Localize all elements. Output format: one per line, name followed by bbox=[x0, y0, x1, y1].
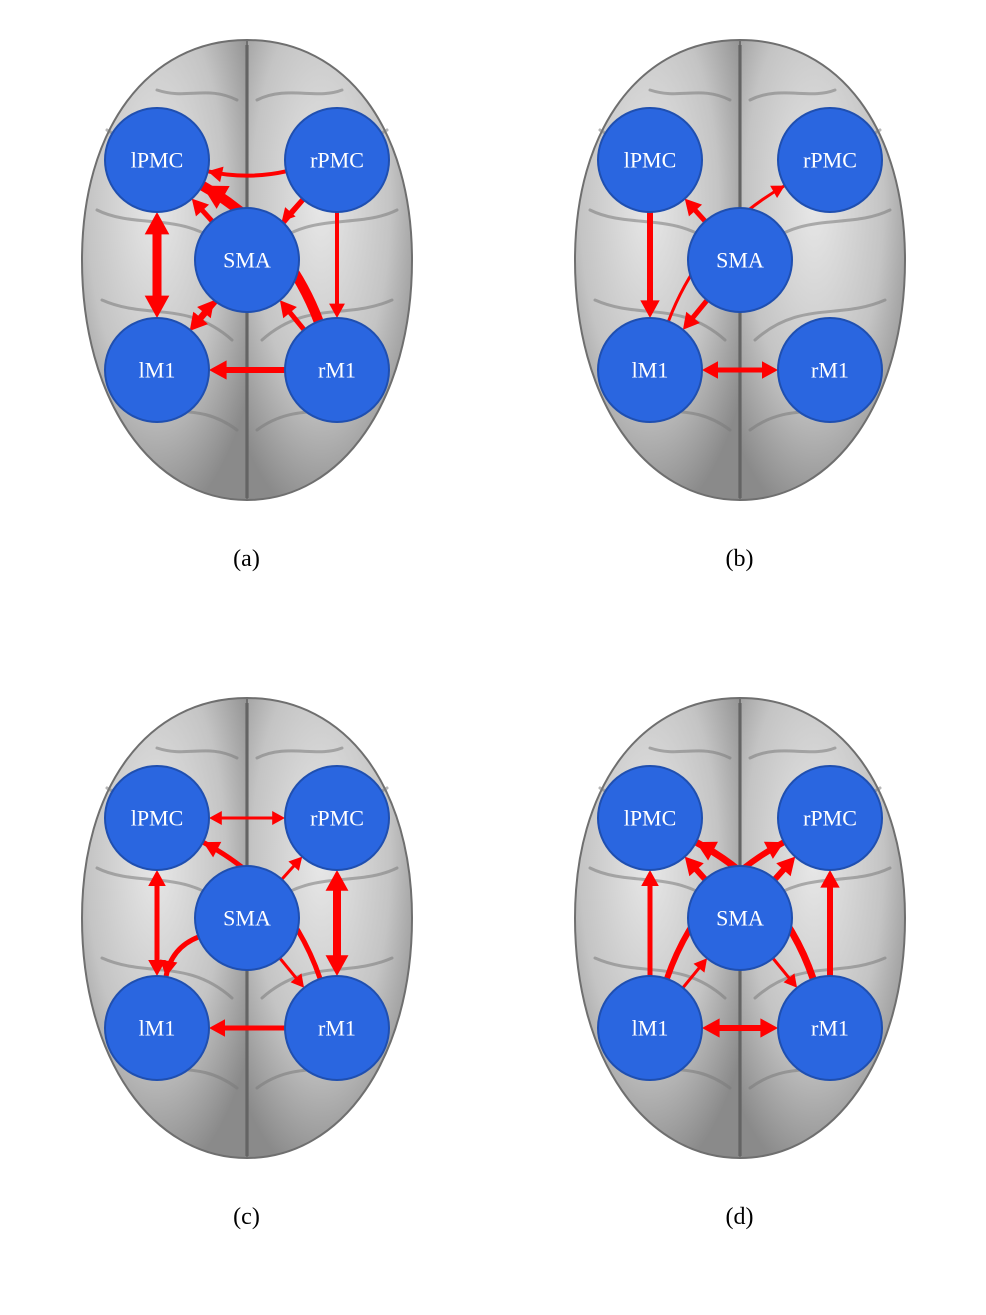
caption-a: (a) bbox=[233, 546, 260, 573]
svg-text:lPMC: lPMC bbox=[130, 805, 183, 830]
svg-text:SMA: SMA bbox=[223, 905, 271, 930]
svg-text:lPMC: lPMC bbox=[130, 148, 183, 173]
svg-text:rM1: rM1 bbox=[318, 358, 356, 383]
caption-d: (d) bbox=[726, 1204, 754, 1231]
panel-a: lPMC rPMC SMA lM1 rM1 (a) bbox=[0, 0, 493, 658]
svg-text:rPMC: rPMC bbox=[310, 805, 364, 830]
svg-text:rPMC: rPMC bbox=[803, 148, 857, 173]
svg-text:rM1: rM1 bbox=[318, 1015, 356, 1040]
svg-text:lM1: lM1 bbox=[138, 1015, 175, 1040]
figure-page: lPMC rPMC SMA lM1 rM1 (a) lPMC rPMC SMA lM1 rM1 … bbox=[0, 0, 986, 1315]
svg-text:rM1: rM1 bbox=[811, 358, 849, 383]
caption-c: (c) bbox=[233, 1204, 260, 1231]
panel-grid: lPMC rPMC SMA lM1 rM1 (a) lPMC rPMC SMA lM1 rM1 … bbox=[0, 0, 986, 1315]
diagram-d: lPMC rPMC SMA lM1 rM1 bbox=[530, 658, 950, 1198]
svg-text:lPMC: lPMC bbox=[623, 805, 676, 830]
svg-text:SMA: SMA bbox=[223, 248, 271, 273]
diagram-c: lPMC rPMC SMA lM1 rM1 bbox=[37, 658, 457, 1198]
svg-text:rPMC: rPMC bbox=[803, 805, 857, 830]
caption-b: (b) bbox=[726, 546, 754, 573]
svg-text:lM1: lM1 bbox=[631, 1015, 668, 1040]
panel-d: lPMC rPMC SMA lM1 rM1 (d) bbox=[493, 658, 986, 1315]
svg-text:lPMC: lPMC bbox=[623, 148, 676, 173]
svg-text:SMA: SMA bbox=[716, 905, 764, 930]
svg-text:rM1: rM1 bbox=[811, 1015, 849, 1040]
panel-b: lPMC rPMC SMA lM1 rM1 (b) bbox=[493, 0, 986, 658]
svg-text:rPMC: rPMC bbox=[310, 148, 364, 173]
svg-text:SMA: SMA bbox=[716, 248, 764, 273]
panel-c: lPMC rPMC SMA lM1 rM1 (c) bbox=[0, 658, 493, 1315]
diagram-b: lPMC rPMC SMA lM1 rM1 bbox=[530, 0, 950, 540]
diagram-a: lPMC rPMC SMA lM1 rM1 bbox=[37, 0, 457, 540]
svg-text:lM1: lM1 bbox=[631, 358, 668, 383]
svg-text:lM1: lM1 bbox=[138, 358, 175, 383]
